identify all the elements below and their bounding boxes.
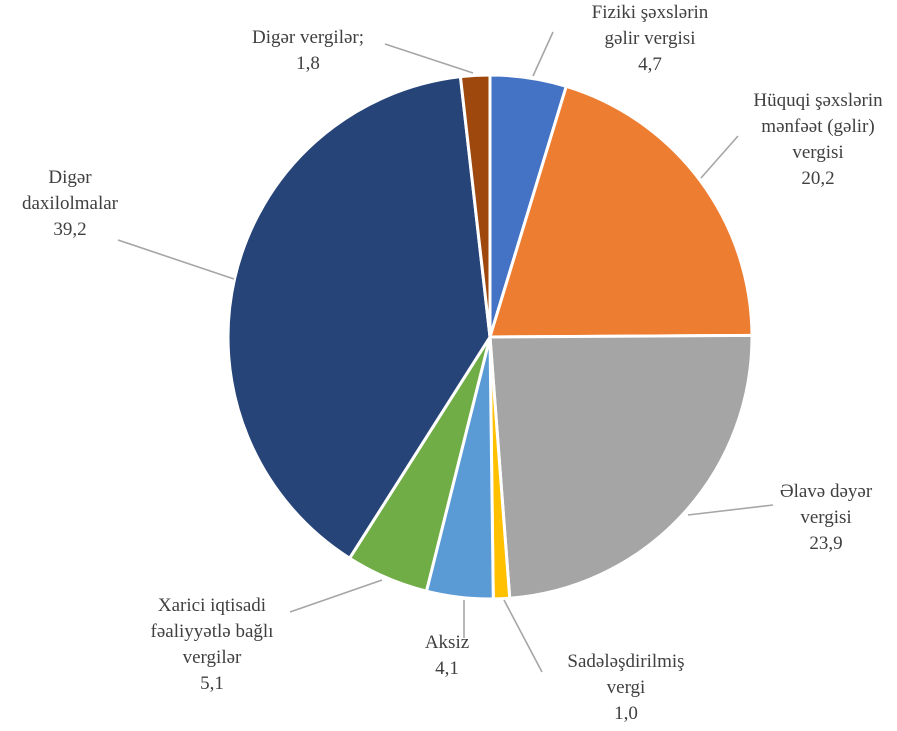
slice-value-label: 1,0	[614, 703, 638, 724]
slice-labels: Fiziki şəxslərin gəlir vergisi 4,7 Hüquqi ş…	[22, 2, 883, 724]
slice-category-label: vergi	[607, 677, 646, 698]
slice-label: Xarici iqtisadi fəaliyyətlə bağlı vergilər…	[151, 595, 274, 694]
leader-line	[117, 239, 235, 280]
slice-category-label: Aksiz	[425, 632, 469, 653]
pie-slice-diger-daxilolmalar	[226, 75, 492, 561]
slice-category-label: Hüquqi şəxslərin	[753, 90, 883, 111]
slice-category-label: vergisi	[792, 142, 843, 163]
leader-lines	[117, 31, 774, 673]
leader-line	[700, 135, 739, 179]
slice-category-label: mənfəət (gəlir)	[761, 116, 874, 137]
slice-value-label: 5,1	[200, 673, 224, 694]
slice-value-label: 4,1	[435, 658, 459, 679]
slice-label: Sadələşdirilmiş vergi 1,0	[567, 651, 684, 724]
leader-line	[532, 31, 554, 77]
slice-category-label: Xarici iqtisadi	[158, 595, 266, 616]
slice-category-label: daxilolmalar	[22, 193, 119, 214]
leader-line	[687, 504, 774, 516]
slice-label: Əlavə dəyər vergisi 23,9	[780, 481, 873, 554]
slice-label: Fiziki şəxslərin gəlir vergisi 4,7	[592, 2, 709, 75]
slice-value-label: 39,2	[53, 219, 86, 240]
slice-label: Digər daxilolmalar 39,2	[22, 167, 119, 240]
pie-slice-diger-vergiler	[458, 73, 492, 338]
pie-slice-huquqi-sexslerin-menfeet-gelir-vergisi	[487, 84, 754, 339]
slice-value-label: 4,7	[638, 54, 662, 75]
slice-label: Digər vergilər; 1,8	[252, 27, 364, 74]
slice-category-label: Digər vergilər;	[252, 27, 364, 48]
slice-label: Hüquqi şəxslərin mənfəət (gəlir) vergisi 20…	[753, 90, 883, 189]
slice-category-label: vergilər	[183, 647, 242, 668]
slice-value-label: 1,8	[296, 53, 320, 74]
slice-category-label: Fiziki şəxslərin	[592, 2, 709, 23]
slice-label: Aksiz 4,1	[425, 632, 469, 679]
slice-category-label: Digər	[48, 167, 92, 188]
leader-line	[503, 599, 543, 673]
slice-value-label: 23,9	[809, 533, 842, 554]
pie-slices	[226, 73, 754, 601]
slice-category-label: vergisi	[800, 507, 851, 528]
slice-category-label: gəlir vergisi	[605, 28, 696, 49]
leader-line	[289, 579, 383, 613]
slice-category-label: Sadələşdirilmiş	[567, 651, 684, 672]
leader-line	[384, 43, 474, 74]
pie-slice-elave-deyer-vergisi	[488, 333, 754, 600]
slice-value-label: 20,2	[801, 168, 834, 189]
slice-category-label: Əlavə dəyər	[780, 481, 873, 502]
slice-category-label: fəaliyyətlə bağlı	[151, 621, 274, 642]
